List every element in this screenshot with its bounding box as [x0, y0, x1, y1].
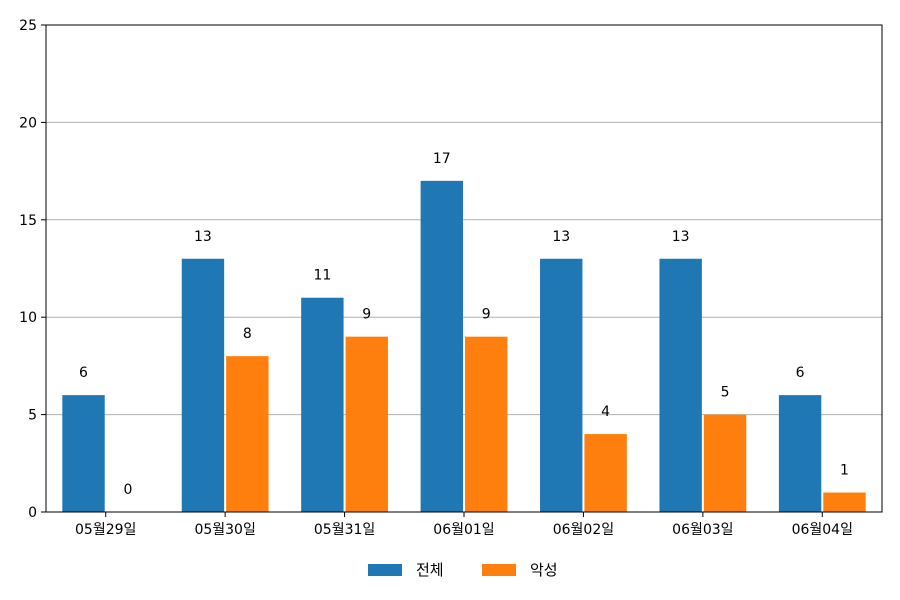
x-tick-label: 05월30일 — [194, 522, 255, 538]
bar-total — [62, 395, 105, 512]
bar-malicious — [465, 336, 508, 512]
bar-total — [420, 180, 463, 512]
x-axis: 05월29일 05월30일 05월31일 06월01일 06월02일 06월03일 06월0… — [75, 512, 853, 538]
x-tick-label: 06월02일 — [553, 522, 614, 538]
legend-swatch — [482, 564, 516, 576]
bar-malicious — [584, 434, 627, 512]
x-tick-label: 06월01일 — [433, 522, 494, 538]
data-label: 13 — [672, 229, 690, 245]
bars — [62, 180, 866, 512]
data-label: 1 — [840, 463, 849, 479]
data-label: 9 — [362, 307, 371, 323]
x-tick-label: 05월29일 — [75, 522, 136, 538]
y-tick-label: 25 — [19, 18, 37, 34]
x-tick-label: 05월31일 — [314, 522, 375, 538]
legend-swatch — [368, 564, 402, 576]
y-tick-label: 0 — [28, 505, 37, 521]
bar-malicious — [226, 356, 269, 512]
bar-total — [540, 258, 583, 512]
y-tick-label: 5 — [28, 408, 37, 424]
data-label: 17 — [433, 151, 451, 167]
bar-malicious — [703, 414, 747, 512]
gridlines — [46, 121, 882, 416]
legend-label: 악성 — [530, 561, 558, 579]
data-label: 6 — [796, 365, 805, 381]
plot-frame — [45, 24, 883, 513]
bar-total — [659, 258, 702, 512]
bar-total — [181, 258, 225, 512]
data-label: 0 — [123, 482, 132, 498]
data-label: 5 — [721, 385, 730, 401]
x-tick-label: 06월03일 — [672, 522, 733, 538]
data-label: 4 — [601, 404, 610, 420]
x-tick-label: 06월04일 — [792, 522, 853, 538]
bar-total — [301, 297, 344, 512]
data-label: 13 — [552, 229, 570, 245]
y-axis: 0 5 10 15 20 25 — [19, 18, 46, 521]
bar-total — [778, 395, 822, 512]
y-tick-label: 15 — [19, 213, 37, 229]
legend-label: 전체 — [416, 561, 444, 579]
y-tick-label: 20 — [19, 115, 37, 131]
data-label: 6 — [79, 365, 88, 381]
data-label: 11 — [313, 268, 331, 284]
data-label: 9 — [482, 307, 491, 323]
legend: 전체 악성 — [368, 561, 558, 579]
bar-malicious — [823, 492, 866, 512]
data-label: 8 — [243, 326, 252, 342]
data-labels: 6 0 13 8 11 9 17 9 13 4 13 5 6 1 — [79, 151, 849, 498]
bar-malicious — [345, 336, 388, 512]
y-tick-label: 10 — [19, 310, 37, 326]
data-label: 13 — [194, 229, 212, 245]
